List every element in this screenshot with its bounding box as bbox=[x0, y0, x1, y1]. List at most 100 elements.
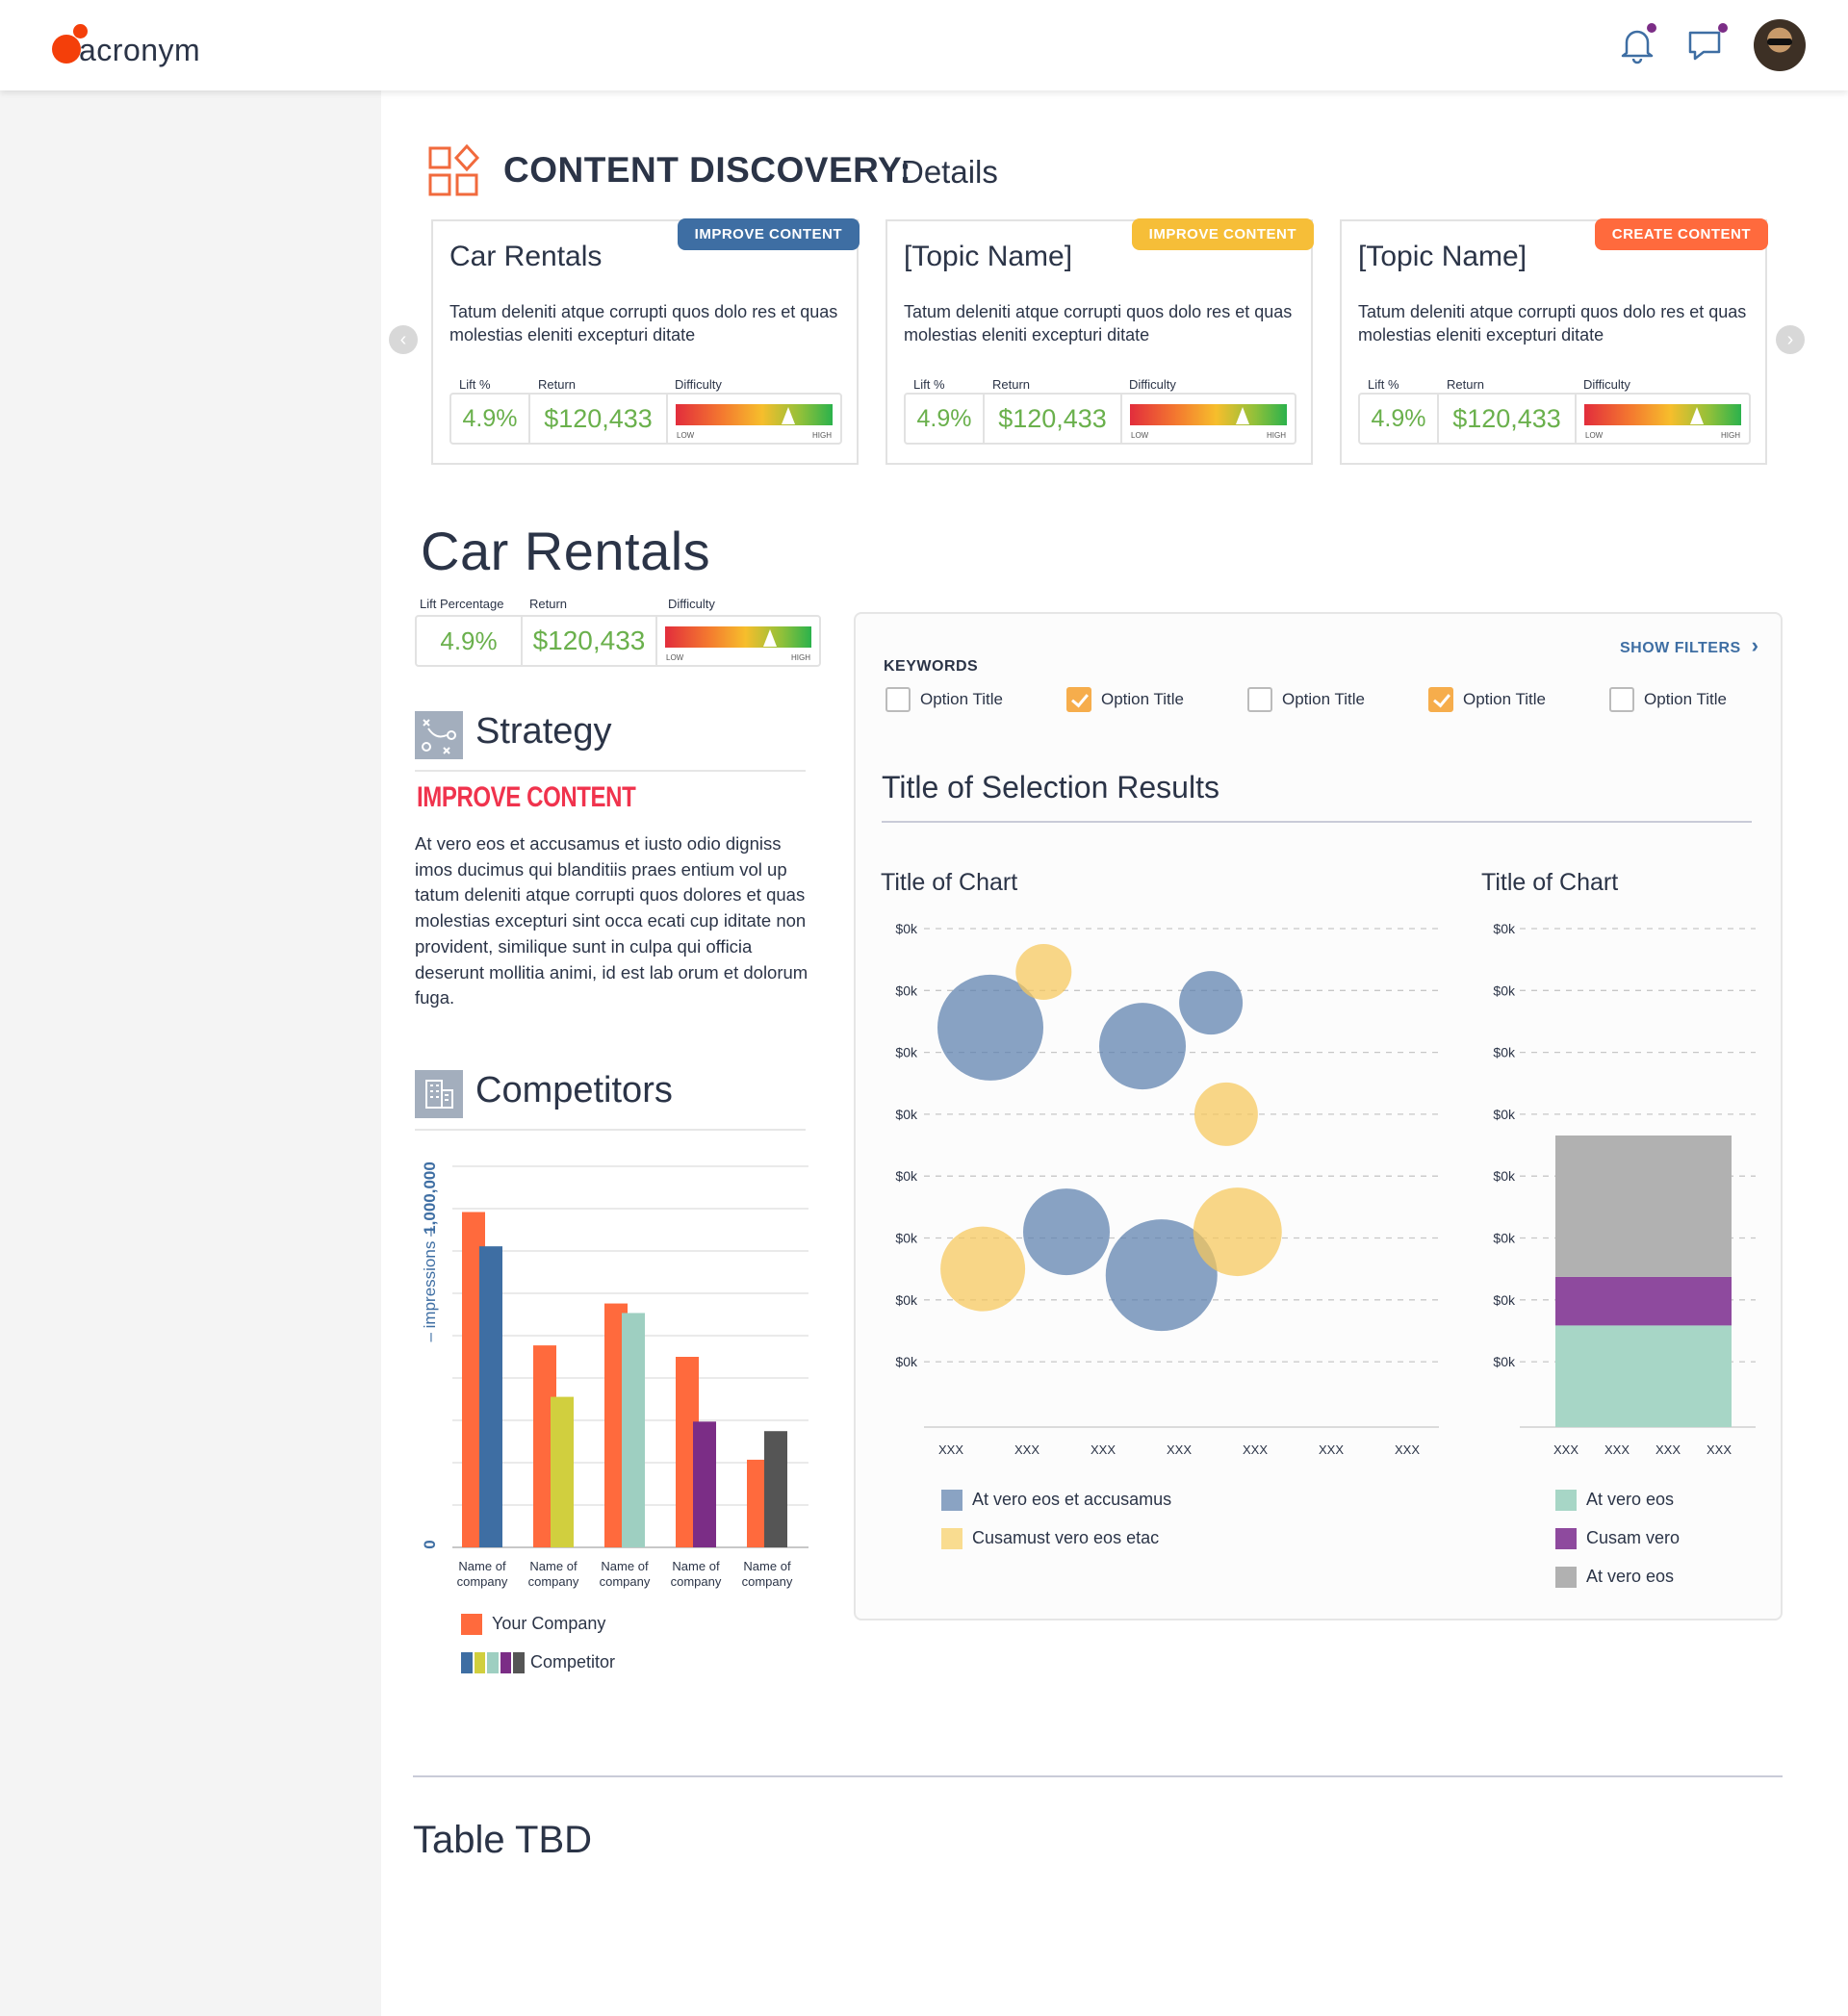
card-badge[interactable]: IMPROVE CONTENT bbox=[1131, 218, 1314, 250]
x-tick-label: company bbox=[742, 1574, 793, 1589]
x-tick-label: XXX bbox=[1707, 1442, 1732, 1457]
x-tick-label: company bbox=[528, 1574, 579, 1589]
x-tick-label: XXX bbox=[1656, 1442, 1681, 1457]
bubble-chart: $0k $0k $0k $0k $0k $0k $0k $0k XXX XXX XXX XXX XXX X… bbox=[895, 921, 1439, 1457]
y-tick-label: $0k bbox=[1493, 1045, 1516, 1060]
keyword-checkbox[interactable] bbox=[1066, 687, 1091, 712]
legend-label-stack-2: Cusam vero bbox=[1586, 1528, 1681, 1547]
difficulty-bar bbox=[1130, 404, 1287, 425]
card-lift-label: Lift % bbox=[459, 377, 491, 392]
x-tick-label: Name of bbox=[601, 1559, 649, 1573]
card-lift-value: 4.9% bbox=[1360, 395, 1439, 443]
topic-title: Car Rentals bbox=[421, 521, 711, 581]
keyword-option-label[interactable]: Option Title bbox=[1282, 690, 1365, 708]
keyword-option-label[interactable]: Option Title bbox=[1463, 690, 1546, 708]
difficulty-low-label: LOW bbox=[1585, 431, 1604, 440]
carousel-prev-button[interactable]: ‹ bbox=[389, 325, 418, 354]
y-tick-label: $0k bbox=[1493, 1168, 1516, 1184]
x-tick-label: Name of bbox=[529, 1559, 578, 1573]
difficulty-gauge: LOW HIGH bbox=[657, 617, 819, 665]
return-value: $120,433 bbox=[523, 617, 657, 665]
difficulty-pointer bbox=[782, 407, 796, 424]
keyword-option-label[interactable]: Option Title bbox=[1644, 690, 1727, 708]
difficulty-low-label: LOW bbox=[1131, 431, 1149, 440]
card-lift-label: Lift % bbox=[913, 377, 945, 392]
x-tick-label: company bbox=[600, 1574, 651, 1589]
bar-competitor bbox=[693, 1421, 716, 1547]
results-divider bbox=[882, 821, 1752, 823]
logo[interactable]: acronym bbox=[48, 21, 221, 69]
keyword-checkbox[interactable] bbox=[1428, 687, 1453, 712]
card-return-value: $120,433 bbox=[985, 395, 1122, 443]
keyword-checkbox[interactable] bbox=[1609, 687, 1634, 712]
legend-label-your-company: Your Company bbox=[492, 1614, 606, 1633]
competitors-title: Competitors bbox=[475, 1070, 673, 1110]
card-badge[interactable]: IMPROVE CONTENT bbox=[677, 218, 860, 250]
topic-card[interactable]: IMPROVE CONTENT Car Rentals Tatum deleniti… bbox=[431, 218, 860, 465]
bar-competitor bbox=[764, 1431, 787, 1547]
card-difficulty-label: Difficulty bbox=[675, 377, 722, 392]
show-filters-label: SHOW FILTERS bbox=[1620, 640, 1741, 656]
carousel-next-button[interactable]: › bbox=[1776, 325, 1805, 354]
difficulty-high-label: HIGH bbox=[1267, 431, 1286, 440]
keyword-checkbox[interactable] bbox=[886, 687, 911, 712]
x-tick-label: XXX bbox=[1553, 1442, 1578, 1457]
bubble-series-1 bbox=[1105, 1219, 1218, 1332]
difficulty-high-label: HIGH bbox=[812, 431, 832, 440]
card-title: Car Rentals bbox=[449, 241, 603, 272]
topic-card[interactable]: IMPROVE CONTENT [Topic Name] Tatum delenit… bbox=[886, 218, 1314, 465]
bubble-series-2 bbox=[1193, 1187, 1282, 1277]
keyword-option-label[interactable]: Option Title bbox=[920, 690, 1003, 708]
strategy-body: At vero eos et accusamus et iusto odio d… bbox=[415, 833, 808, 1008]
topic-card[interactable]: CREATE CONTENT [Topic Name] Tatum deleniti… bbox=[1340, 218, 1768, 465]
y-tick-label: $0k bbox=[895, 1168, 918, 1184]
y-tick-label: $0k bbox=[1493, 1354, 1516, 1369]
legend-swatch-stack-3 bbox=[1555, 1567, 1577, 1588]
x-tick-label: XXX bbox=[1014, 1442, 1040, 1457]
y-tick-max: 1,000,000 bbox=[421, 1161, 439, 1235]
legend-swatch-series-1 bbox=[941, 1490, 962, 1511]
results-title: Title of Selection Results bbox=[882, 770, 1219, 804]
card-badge[interactable]: CREATE CONTENT bbox=[1594, 218, 1768, 250]
logo-dot-large bbox=[52, 35, 81, 64]
stack-segment-1 bbox=[1555, 1325, 1732, 1427]
x-tick-label: XXX bbox=[938, 1442, 963, 1457]
table-title: Table TBD bbox=[413, 1819, 593, 1861]
y-tick-label: $0k bbox=[1493, 1107, 1516, 1122]
y-tick-label: $0k bbox=[1493, 1292, 1516, 1308]
bubble-series-2 bbox=[940, 1226, 1026, 1312]
x-tick-label: Name of bbox=[458, 1559, 506, 1573]
legend-swatch-stack-2 bbox=[1555, 1528, 1577, 1549]
page-title: CONTENT DISCOVERY: bbox=[503, 150, 912, 190]
bell-icon[interactable] bbox=[1613, 19, 1661, 67]
y-tick-label: $0k bbox=[1493, 1231, 1516, 1246]
x-tick-label: XXX bbox=[1319, 1442, 1344, 1457]
show-filters-button[interactable]: SHOW FILTERS › bbox=[1620, 633, 1758, 658]
legend-label-series-1: At vero eos et accusamus bbox=[972, 1490, 1172, 1509]
stacked-chart: $0k $0k $0k $0k $0k $0k $0k $0k XXX XXX XXX XXX bbox=[1493, 921, 1756, 1457]
x-tick-label: XXX bbox=[1395, 1442, 1420, 1457]
y-tick-label: $0k bbox=[895, 1292, 918, 1308]
difficulty-bar bbox=[665, 626, 811, 648]
stack-segment-3 bbox=[1555, 1135, 1732, 1277]
avatar[interactable] bbox=[1754, 19, 1806, 71]
chat-icon[interactable] bbox=[1682, 19, 1731, 67]
top-bar: acronym bbox=[0, 0, 1848, 90]
return-label: Return bbox=[529, 597, 568, 611]
difficulty-pointer bbox=[1236, 407, 1250, 424]
detail-metrics: 4.9% $120,433 LOW HIGH bbox=[415, 615, 821, 667]
bubble-series-2 bbox=[1194, 1082, 1258, 1146]
keyword-checkbox[interactable] bbox=[1247, 687, 1272, 712]
bubble-series-1 bbox=[937, 974, 1043, 1081]
competitors-chart: – impressions – 1,000,000 0 Name ofcompa… bbox=[421, 1161, 808, 1589]
bubble-series-1 bbox=[1179, 971, 1244, 1035]
card-lift-value: 4.9% bbox=[906, 395, 985, 443]
difficulty-low-label: LOW bbox=[677, 431, 695, 440]
x-tick-label: XXX bbox=[1604, 1442, 1630, 1457]
difficulty-bar bbox=[1584, 404, 1741, 425]
bubble-chart-title: Title of Chart bbox=[881, 869, 1018, 896]
keyword-option-label[interactable]: Option Title bbox=[1101, 690, 1184, 708]
bar-competitor bbox=[622, 1313, 645, 1547]
difficulty-low-label: LOW bbox=[666, 653, 684, 662]
card-metrics: 4.9% $120,433 LOW HIGH bbox=[1358, 393, 1751, 445]
